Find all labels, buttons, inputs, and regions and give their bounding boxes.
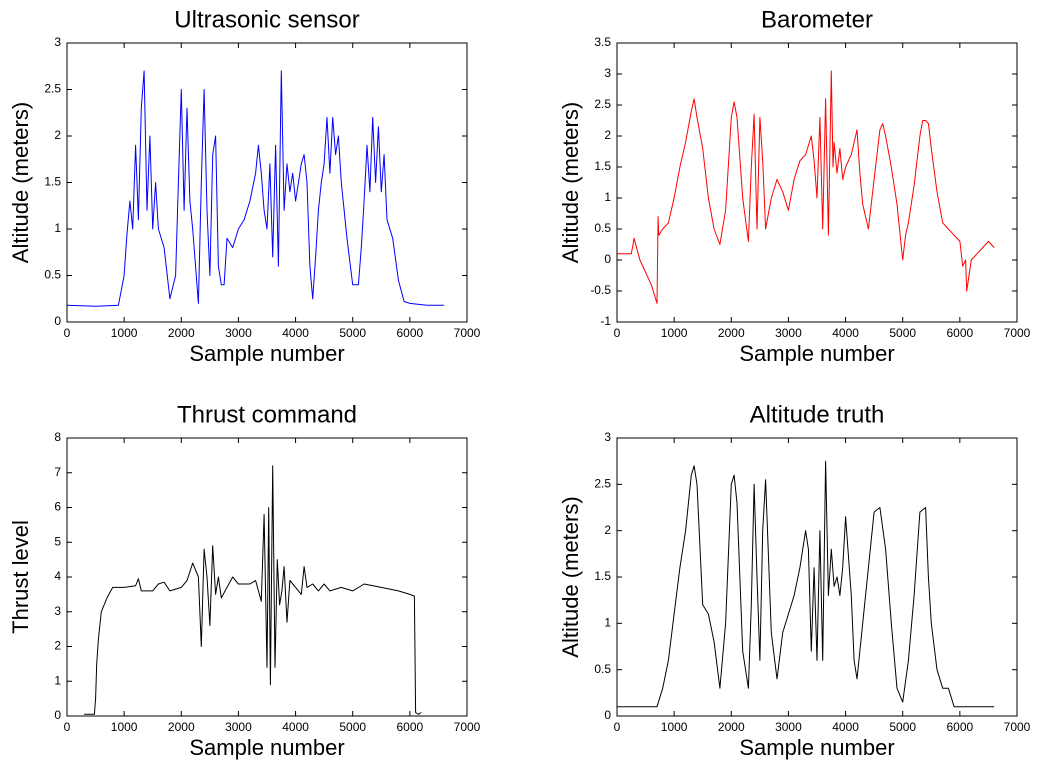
x-tick-label: 7000 xyxy=(454,720,481,734)
y-axis-label: Altitude (meters) xyxy=(558,496,583,657)
y-tick-label: 0.5 xyxy=(594,221,611,235)
y-tick-label: 1 xyxy=(604,616,611,630)
x-tick-label: 5000 xyxy=(889,720,916,734)
data-line xyxy=(66,70,445,307)
y-tick-label: -0.5 xyxy=(590,283,611,297)
x-tick-label: 2000 xyxy=(718,720,745,734)
data-line xyxy=(617,460,995,708)
y-tick-label: 1 xyxy=(54,673,61,687)
y-tick-label: 1.5 xyxy=(594,159,611,173)
y-tick-label: 2.5 xyxy=(594,477,611,491)
chart-title: Thrust command xyxy=(177,401,357,428)
x-tick-label: 3000 xyxy=(775,720,802,734)
y-tick-label: 8 xyxy=(54,430,61,444)
y-tick-label: 2.5 xyxy=(594,97,611,111)
x-tick-label: 3000 xyxy=(775,326,802,340)
y-tick-label: 2 xyxy=(54,128,61,142)
x-tick-label: 5000 xyxy=(339,720,366,734)
x-axis-label: Sample number xyxy=(739,735,894,760)
y-tick-label: 0.5 xyxy=(44,268,61,282)
axes-box xyxy=(616,42,1018,323)
x-tick-label: 6000 xyxy=(397,326,424,340)
y-tick-label: 2 xyxy=(54,639,61,653)
y-tick-label: 3 xyxy=(604,66,611,80)
x-tick-label: 4000 xyxy=(832,720,859,734)
x-tick-label: 0 xyxy=(614,720,621,734)
x-tick-label: 1000 xyxy=(111,720,138,734)
x-tick-label: 4000 xyxy=(832,326,859,340)
y-tick-label: 2 xyxy=(604,128,611,142)
x-tick-label: 6000 xyxy=(947,720,974,734)
x-axis-label: Sample number xyxy=(739,341,894,366)
x-tick-label: 0 xyxy=(64,720,71,734)
y-tick-label: -1 xyxy=(600,314,611,328)
x-tick-label: 3000 xyxy=(225,326,252,340)
y-tick-label: 0 xyxy=(54,314,61,328)
x-tick-label: 7000 xyxy=(1004,720,1031,734)
y-tick-label: 4 xyxy=(54,569,61,583)
x-tick-label: 7000 xyxy=(454,326,481,340)
y-tick-label: 0 xyxy=(54,708,61,722)
plot-area xyxy=(617,438,1017,716)
x-axis-label: Sample number xyxy=(189,341,344,366)
plot-area xyxy=(617,43,1017,322)
x-axis-label: Sample number xyxy=(189,735,344,760)
y-axis-label: Thrust level xyxy=(8,520,33,634)
y-tick-label: 3.5 xyxy=(594,35,611,49)
x-tick-label: 1000 xyxy=(661,326,688,340)
y-tick-label: 6 xyxy=(54,500,61,514)
x-tick-label: 1000 xyxy=(661,720,688,734)
y-tick-label: 3 xyxy=(54,604,61,618)
y-tick-label: 0 xyxy=(604,252,611,266)
x-tick-label: 2000 xyxy=(168,326,195,340)
y-tick-label: 1 xyxy=(604,190,611,204)
data-line xyxy=(617,70,995,304)
x-tick-label: 4000 xyxy=(282,720,309,734)
y-axis-label: Altitude (meters) xyxy=(558,102,583,263)
y-tick-label: 0 xyxy=(604,708,611,722)
y-tick-label: 1.5 xyxy=(594,569,611,583)
x-tick-label: 7000 xyxy=(1004,326,1031,340)
y-tick-label: 2.5 xyxy=(44,82,61,96)
x-tick-label: 0 xyxy=(614,326,621,340)
x-tick-label: 5000 xyxy=(339,326,366,340)
x-tick-label: 0 xyxy=(64,326,71,340)
plot-area xyxy=(67,438,467,716)
y-tick-label: 5 xyxy=(54,534,61,548)
x-tick-label: 3000 xyxy=(225,720,252,734)
x-tick-label: 2000 xyxy=(718,326,745,340)
y-tick-label: 7 xyxy=(54,465,61,479)
x-tick-label: 2000 xyxy=(168,720,195,734)
x-tick-label: 6000 xyxy=(397,720,424,734)
x-tick-label: 6000 xyxy=(947,326,974,340)
data-line xyxy=(84,465,422,715)
y-tick-label: 3 xyxy=(604,430,611,444)
y-tick-label: 0.5 xyxy=(594,662,611,676)
y-tick-label: 2 xyxy=(604,523,611,537)
y-axis-label: Altitude (meters) xyxy=(8,102,33,263)
chart-title: Ultrasonic sensor xyxy=(174,6,359,33)
chart-title: Altitude truth xyxy=(750,401,885,428)
y-tick-label: 3 xyxy=(54,35,61,49)
chart-title: Barometer xyxy=(761,6,873,33)
y-tick-label: 1.5 xyxy=(44,175,61,189)
plot-area xyxy=(67,43,467,322)
x-tick-label: 1000 xyxy=(111,326,138,340)
y-tick-label: 1 xyxy=(54,221,61,235)
x-tick-label: 4000 xyxy=(282,326,309,340)
x-tick-label: 5000 xyxy=(889,326,916,340)
